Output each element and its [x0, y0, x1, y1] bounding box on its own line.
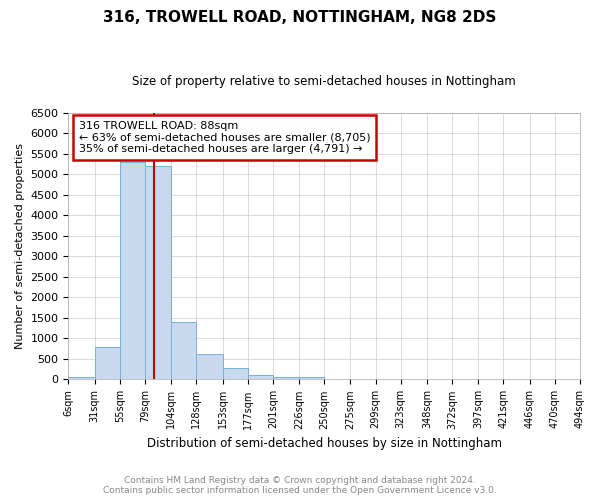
Bar — [145, 166, 171, 380]
Text: Contains HM Land Registry data © Crown copyright and database right 2024.
Contai: Contains HM Land Registry data © Crown c… — [103, 476, 497, 495]
Bar — [68, 378, 95, 380]
Bar — [299, 378, 324, 380]
Text: 316, TROWELL ROAD, NOTTINGHAM, NG8 2DS: 316, TROWELL ROAD, NOTTINGHAM, NG8 2DS — [103, 10, 497, 25]
Bar — [324, 378, 350, 380]
Bar — [171, 322, 196, 380]
Bar — [120, 162, 145, 380]
Bar — [248, 376, 273, 380]
Bar — [273, 378, 299, 380]
Text: 316 TROWELL ROAD: 88sqm
← 63% of semi-detached houses are smaller (8,705)
35% of: 316 TROWELL ROAD: 88sqm ← 63% of semi-de… — [79, 121, 370, 154]
Title: Size of property relative to semi-detached houses in Nottingham: Size of property relative to semi-detach… — [133, 75, 516, 88]
Bar — [223, 368, 248, 380]
X-axis label: Distribution of semi-detached houses by size in Nottingham: Distribution of semi-detached houses by … — [147, 437, 502, 450]
Bar — [196, 354, 223, 380]
Bar — [95, 348, 120, 380]
Y-axis label: Number of semi-detached properties: Number of semi-detached properties — [15, 143, 25, 349]
